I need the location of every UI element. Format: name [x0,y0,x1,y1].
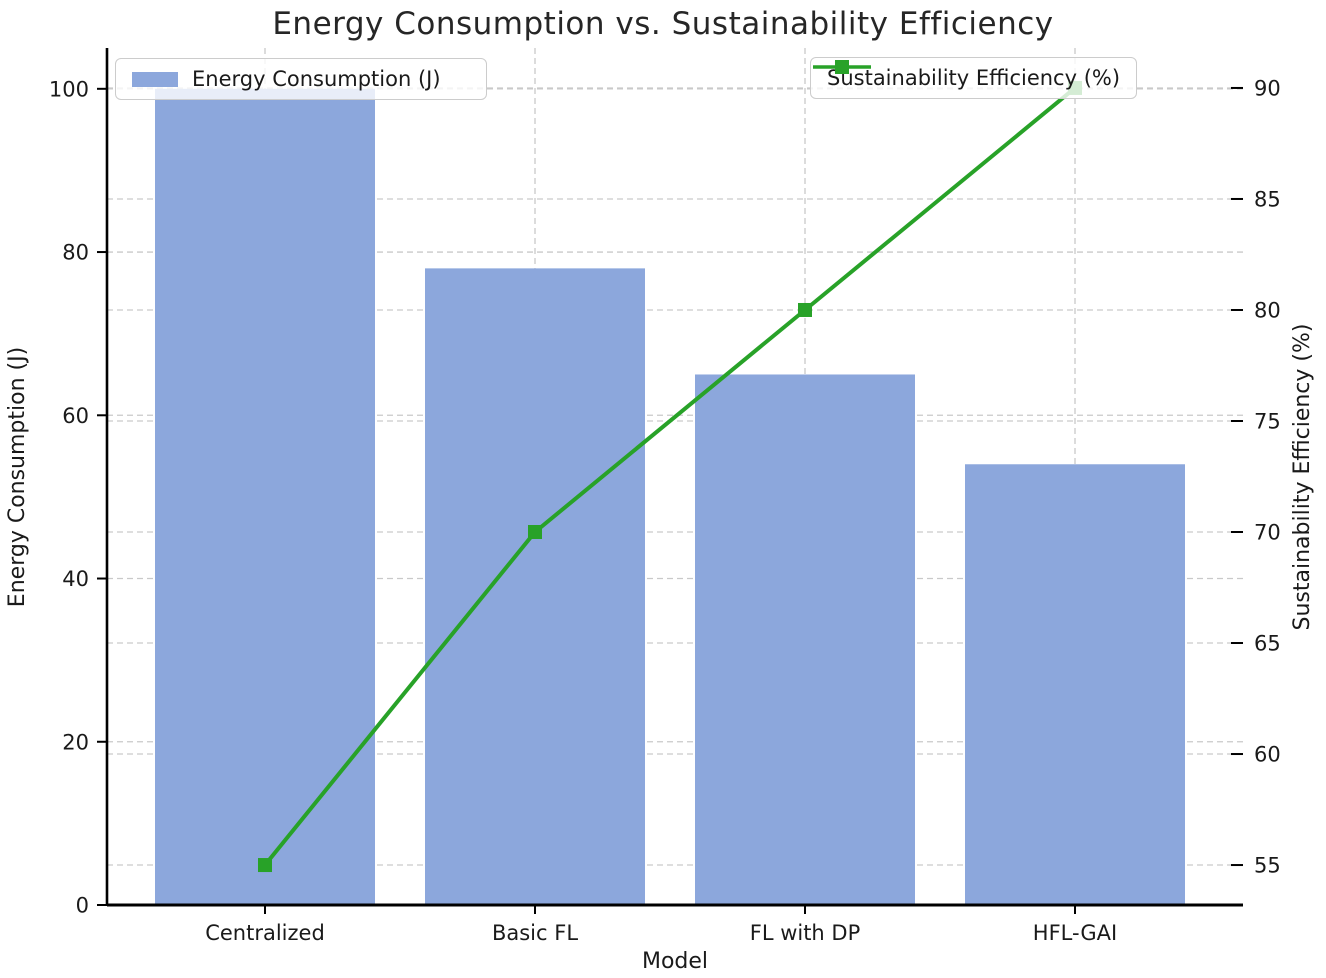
tick-labels-layer: 0 20 40 60 80 100 55 60 65 70 75 80 85 90 Centralized B… [49,76,1281,945]
bar-fl-with-dp [695,374,915,905]
y-axis-label-right: Sustainability Efficiency (%) [1290,324,1315,631]
bar-swatch-icon [132,71,178,87]
line-marker-fl-with-dp [798,302,812,317]
tick-marks-layer [97,86,1243,914]
line-marker-icon [813,60,871,74]
line-marker-centralized [258,858,272,873]
x-axis-label: Model [642,949,708,974]
bar-series-layer [155,88,1185,906]
bar-hfl-gai [965,464,1185,905]
right-tick-label-60: 60 [1254,743,1281,767]
legend-energy-consumption: Energy Consumption (J) [115,58,487,100]
legend-sustainability-efficiency: Sustainability Efficiency (%) [810,57,1138,99]
category-label-hfl-gai: HFL-GAI [1033,921,1117,945]
category-label-centralized: Centralized [205,921,325,945]
left-tick-label-0: 0 [76,894,89,918]
left-tick-label-80: 80 [62,241,89,265]
left-tick-label-40: 40 [62,567,89,591]
category-label-fl-with-dp: FL with DP [750,921,861,945]
right-tick-label-65: 65 [1254,632,1281,656]
line-series-layer [258,80,1082,873]
right-tick-label-55: 55 [1254,854,1281,878]
right-tick-label-75: 75 [1254,409,1281,433]
bar-centralized [155,88,375,906]
efficiency-line [263,86,1077,867]
category-label-basic-fl: Basic FL [492,921,578,945]
right-tick-label-90: 90 [1254,76,1281,100]
bar-basic-fl [425,268,645,905]
line-marker-basic-fl [528,525,542,540]
legend-energy-label: Energy Consumption (J) [192,67,441,91]
legend-sustainability-label: Sustainability Efficiency (%) [827,66,1121,90]
y-axis-label-left: Energy Consumption (J) [5,347,30,607]
left-tick-label-60: 60 [62,404,89,428]
right-tick-label-85: 85 [1254,187,1281,211]
left-tick-label-20: 20 [62,730,89,754]
chart-title: Energy Consumption vs. Sustainability Ef… [272,6,1054,42]
left-tick-label-100: 100 [49,77,89,101]
right-tick-label-70: 70 [1254,521,1281,545]
axes-layer [105,48,1243,907]
right-tick-label-80: 80 [1254,298,1281,322]
